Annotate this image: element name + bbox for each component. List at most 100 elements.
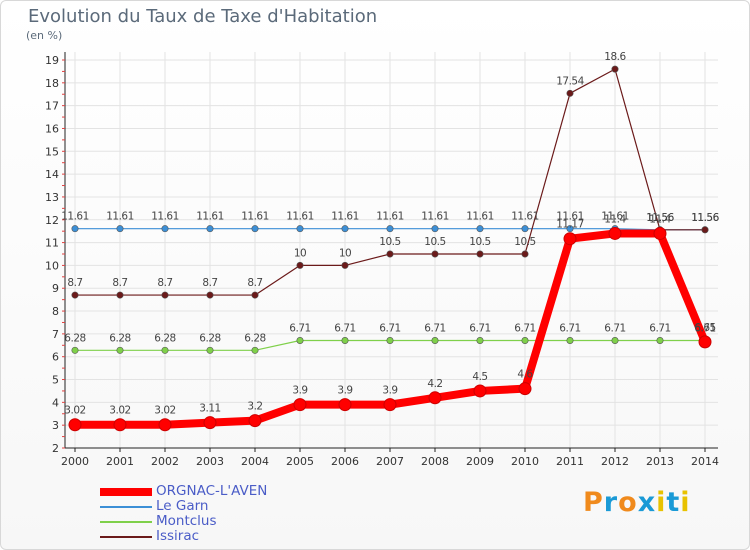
- data-point: [476, 225, 484, 233]
- data-point: [71, 346, 79, 354]
- y-tick-label: 17: [45, 100, 59, 113]
- data-point: [296, 337, 304, 345]
- data-point: [251, 225, 259, 233]
- data-label: 6.71: [649, 323, 670, 335]
- logo-letter: P: [583, 487, 604, 518]
- data-point: [476, 250, 484, 258]
- data-point: [521, 250, 529, 258]
- data-point: [428, 391, 442, 405]
- legend-label: Le Garn: [156, 498, 209, 514]
- y-tick-label: 2: [52, 442, 59, 455]
- data-point: [611, 337, 619, 345]
- data-point: [476, 337, 484, 345]
- data-labels: 11.61 11.61 11.61 11.61 11.61 11.61 11.61 11.61…: [61, 51, 720, 417]
- data-point: [653, 226, 667, 240]
- data-label: 6.71: [694, 323, 715, 335]
- chart-title: Evolution du Taux de Taxe d'Habitation: [28, 6, 378, 27]
- y-tick-label: 18: [45, 77, 59, 90]
- logo-letter: t: [666, 487, 681, 518]
- data-label: 11.56: [646, 212, 674, 224]
- data-point: [431, 250, 439, 258]
- data-label: 3.11: [199, 403, 220, 415]
- legend-label: Issirac: [156, 528, 200, 544]
- data-point: [161, 346, 169, 354]
- data-label: 6.71: [424, 323, 445, 335]
- y-tick-label: 10: [45, 259, 59, 272]
- data-point: [251, 291, 259, 299]
- x-tick-label: 2010: [511, 455, 539, 468]
- data-point: [116, 225, 124, 233]
- data-label: 11.61: [376, 211, 404, 223]
- x-tick-label: 2006: [331, 455, 359, 468]
- data-label: 6.71: [469, 323, 490, 335]
- y-tick-label: 8: [52, 305, 59, 318]
- proxiti-logo: Proxiti: [583, 487, 691, 518]
- data-point: [698, 335, 712, 349]
- y-tick-label: 16: [45, 122, 59, 135]
- data-point: [518, 382, 532, 396]
- legend-swatch: [100, 521, 152, 523]
- data-label: 8.7: [202, 277, 217, 289]
- logo-letter: o: [618, 487, 638, 518]
- data-point: [563, 232, 577, 246]
- data-point: [386, 225, 394, 233]
- data-label: 4.5: [472, 371, 487, 383]
- y-tick-label: 6: [52, 351, 59, 364]
- data-label: 11.61: [106, 211, 134, 223]
- y-tick-label: 7: [52, 328, 59, 341]
- data-label: 11.61: [241, 211, 269, 223]
- data-point: [566, 337, 574, 345]
- data-label: 11.61: [196, 211, 224, 223]
- y-axis-label: (en %): [26, 29, 63, 42]
- data-label: 11.61: [331, 211, 359, 223]
- data-point: [611, 65, 619, 73]
- logo-letter: r: [603, 487, 619, 518]
- data-point: [113, 418, 127, 432]
- data-point: [383, 398, 397, 412]
- data-label: 6.71: [559, 323, 580, 335]
- data-label: 11.56: [691, 212, 719, 224]
- data-point: [341, 225, 349, 233]
- x-tick-label: 2014: [691, 455, 719, 468]
- x-tick-label: 2013: [646, 455, 674, 468]
- data-label: 8.7: [67, 277, 82, 289]
- data-label: 6.28: [64, 332, 85, 344]
- data-label: 8.7: [157, 277, 172, 289]
- data-label: 11.61: [286, 211, 314, 223]
- data-label: 6.28: [244, 332, 265, 344]
- logo-letter: i: [680, 487, 691, 518]
- series-points: [68, 65, 712, 432]
- data-label: 11.61: [601, 211, 629, 223]
- y-tick-label: 14: [45, 168, 59, 181]
- data-label: 4.6: [517, 369, 533, 381]
- data-point: [161, 291, 169, 299]
- data-label: 8.7: [112, 277, 127, 289]
- y-tick-label: 3: [52, 419, 59, 432]
- x-tick-label: 2009: [466, 455, 494, 468]
- data-label: 6.28: [154, 332, 175, 344]
- data-point: [386, 337, 394, 345]
- data-point: [206, 225, 214, 233]
- x-tick-label: 2003: [196, 455, 224, 468]
- logo-letter: i: [656, 487, 667, 518]
- x-tick-labels: 2000 2001 2002 2003 2004 2005 2006 2007 2008 2009…: [61, 455, 719, 468]
- x-tick-label: 2004: [241, 455, 269, 468]
- data-point: [251, 346, 259, 354]
- data-label: 6.71: [379, 323, 400, 335]
- data-point: [206, 346, 214, 354]
- data-label: 17.54: [556, 75, 584, 87]
- x-tick-label: 2012: [601, 455, 629, 468]
- data-label: 3.02: [109, 405, 130, 417]
- axes: [62, 52, 718, 452]
- data-point: [71, 225, 79, 233]
- legend-swatch: [100, 536, 152, 538]
- y-tick-label: 13: [45, 191, 59, 204]
- data-point: [296, 261, 304, 269]
- data-label: 11.4: [649, 213, 671, 225]
- legend-label: Montclus: [156, 513, 217, 529]
- data-label: 10.5: [424, 236, 445, 248]
- data-label: 3.02: [64, 405, 85, 417]
- data-point: [473, 384, 487, 398]
